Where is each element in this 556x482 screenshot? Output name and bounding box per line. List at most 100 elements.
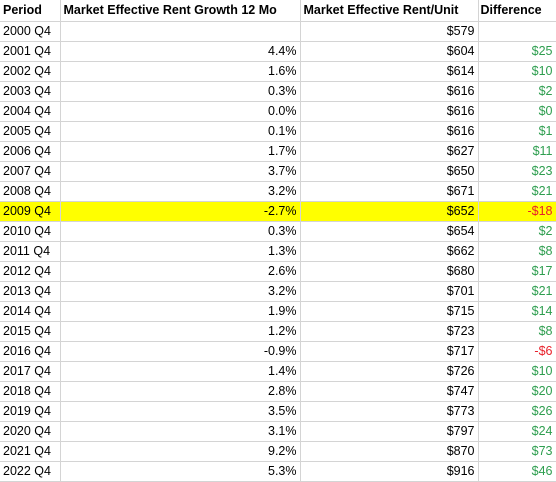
table-row: 2001 Q4 4.4% $604 $25 — [0, 41, 556, 62]
cell-rent-per-unit[interactable]: $614 — [300, 61, 479, 82]
cell-rent-per-unit[interactable]: $797 — [300, 421, 479, 442]
cell-difference[interactable]: $2 — [478, 81, 556, 102]
header-difference[interactable]: Difference — [478, 0, 556, 22]
cell-period[interactable]: 2007 Q4 — [0, 161, 61, 182]
cell-difference[interactable]: -$18 — [478, 201, 556, 222]
cell-period[interactable]: 2017 Q4 — [0, 361, 61, 382]
cell-period[interactable]: 2015 Q4 — [0, 321, 61, 342]
cell-rent-per-unit[interactable]: $579 — [300, 21, 479, 42]
cell-rent-growth[interactable]: 2.8% — [60, 381, 301, 402]
cell-rent-growth[interactable]: 9.2% — [60, 441, 301, 462]
cell-rent-per-unit[interactable]: $616 — [300, 121, 479, 142]
table-row: 2014 Q4 1.9% $715 $14 — [0, 301, 556, 322]
cell-rent-per-unit[interactable]: $662 — [300, 241, 479, 262]
cell-difference[interactable]: $8 — [478, 321, 556, 342]
cell-rent-per-unit[interactable]: $652 — [300, 201, 479, 222]
cell-difference[interactable]: $2 — [478, 221, 556, 242]
cell-rent-growth[interactable]: 4.4% — [60, 41, 301, 62]
cell-rent-per-unit[interactable]: $715 — [300, 301, 479, 322]
cell-period[interactable]: 2003 Q4 — [0, 81, 61, 102]
cell-rent-per-unit[interactable]: $773 — [300, 401, 479, 422]
cell-rent-growth[interactable]: 1.7% — [60, 141, 301, 162]
cell-rent-growth[interactable] — [60, 21, 301, 42]
cell-period[interactable]: 2020 Q4 — [0, 421, 61, 442]
cell-difference[interactable]: $8 — [478, 241, 556, 262]
cell-rent-per-unit[interactable]: $726 — [300, 361, 479, 382]
cell-period[interactable]: 2016 Q4 — [0, 341, 61, 362]
cell-rent-growth[interactable]: 1.9% — [60, 301, 301, 322]
cell-period[interactable]: 2018 Q4 — [0, 381, 61, 402]
cell-difference[interactable]: $1 — [478, 121, 556, 142]
cell-difference[interactable]: $21 — [478, 281, 556, 302]
cell-rent-per-unit[interactable]: $604 — [300, 41, 479, 62]
cell-rent-per-unit[interactable]: $680 — [300, 261, 479, 282]
cell-period[interactable]: 2008 Q4 — [0, 181, 61, 202]
cell-difference[interactable]: $25 — [478, 41, 556, 62]
cell-rent-growth[interactable]: 3.5% — [60, 401, 301, 422]
cell-rent-growth[interactable]: 5.3% — [60, 461, 301, 482]
cell-difference[interactable]: $10 — [478, 361, 556, 382]
cell-rent-per-unit[interactable]: $717 — [300, 341, 479, 362]
cell-rent-per-unit[interactable]: $650 — [300, 161, 479, 182]
cell-rent-growth[interactable]: 0.3% — [60, 221, 301, 242]
cell-rent-per-unit[interactable]: $671 — [300, 181, 479, 202]
cell-period[interactable]: 2019 Q4 — [0, 401, 61, 422]
cell-rent-per-unit[interactable]: $870 — [300, 441, 479, 462]
cell-rent-per-unit[interactable]: $616 — [300, 81, 479, 102]
cell-difference[interactable]: $11 — [478, 141, 556, 162]
cell-period[interactable]: 2009 Q4 — [0, 201, 61, 222]
cell-difference[interactable]: $21 — [478, 181, 556, 202]
cell-rent-growth[interactable]: 1.4% — [60, 361, 301, 382]
header-rent-per-unit[interactable]: Market Effective Rent/Unit — [300, 0, 479, 22]
cell-rent-growth[interactable]: 3.2% — [60, 281, 301, 302]
cell-period[interactable]: 2000 Q4 — [0, 21, 61, 42]
cell-rent-growth[interactable]: 2.6% — [60, 261, 301, 282]
cell-rent-per-unit[interactable]: $916 — [300, 461, 479, 482]
cell-rent-growth[interactable]: 1.3% — [60, 241, 301, 262]
cell-difference[interactable]: $73 — [478, 441, 556, 462]
cell-period[interactable]: 2002 Q4 — [0, 61, 61, 82]
cell-period[interactable]: 2012 Q4 — [0, 261, 61, 282]
cell-rent-growth[interactable]: -0.9% — [60, 341, 301, 362]
cell-difference[interactable]: $10 — [478, 61, 556, 82]
cell-difference[interactable]: -$6 — [478, 341, 556, 362]
cell-period[interactable]: 2006 Q4 — [0, 141, 61, 162]
cell-rent-growth[interactable]: -2.7% — [60, 201, 301, 222]
cell-rent-growth[interactable]: 3.2% — [60, 181, 301, 202]
cell-rent-per-unit[interactable]: $654 — [300, 221, 479, 242]
cell-period[interactable]: 2014 Q4 — [0, 301, 61, 322]
header-rent-growth[interactable]: Market Effective Rent Growth 12 Mo — [60, 0, 301, 22]
cell-period[interactable]: 2004 Q4 — [0, 101, 61, 122]
cell-difference[interactable]: $14 — [478, 301, 556, 322]
cell-difference[interactable]: $24 — [478, 421, 556, 442]
table-row: 2010 Q4 0.3% $654 $2 — [0, 221, 556, 242]
cell-rent-growth[interactable]: 0.0% — [60, 101, 301, 122]
cell-rent-growth[interactable]: 0.3% — [60, 81, 301, 102]
header-period[interactable]: Period — [0, 0, 61, 22]
cell-difference[interactable]: $23 — [478, 161, 556, 182]
table-row: 2017 Q4 1.4% $726 $10 — [0, 361, 556, 382]
cell-rent-per-unit[interactable]: $616 — [300, 101, 479, 122]
cell-rent-per-unit[interactable]: $701 — [300, 281, 479, 302]
cell-difference[interactable]: $0 — [478, 101, 556, 122]
cell-difference[interactable]: $26 — [478, 401, 556, 422]
cell-rent-growth[interactable]: 0.1% — [60, 121, 301, 142]
cell-rent-growth[interactable]: 3.1% — [60, 421, 301, 442]
cell-period[interactable]: 2013 Q4 — [0, 281, 61, 302]
cell-difference[interactable]: $20 — [478, 381, 556, 402]
cell-period[interactable]: 2001 Q4 — [0, 41, 61, 62]
cell-period[interactable]: 2011 Q4 — [0, 241, 61, 262]
cell-difference[interactable] — [478, 21, 556, 42]
cell-period[interactable]: 2021 Q4 — [0, 441, 61, 462]
cell-period[interactable]: 2005 Q4 — [0, 121, 61, 142]
cell-rent-growth[interactable]: 1.6% — [60, 61, 301, 82]
cell-difference[interactable]: $46 — [478, 461, 556, 482]
cell-rent-per-unit[interactable]: $723 — [300, 321, 479, 342]
cell-rent-growth[interactable]: 1.2% — [60, 321, 301, 342]
cell-difference[interactable]: $17 — [478, 261, 556, 282]
cell-rent-per-unit[interactable]: $747 — [300, 381, 479, 402]
cell-rent-per-unit[interactable]: $627 — [300, 141, 479, 162]
cell-rent-growth[interactable]: 3.7% — [60, 161, 301, 182]
cell-period[interactable]: 2022 Q4 — [0, 461, 61, 482]
cell-period[interactable]: 2010 Q4 — [0, 221, 61, 242]
